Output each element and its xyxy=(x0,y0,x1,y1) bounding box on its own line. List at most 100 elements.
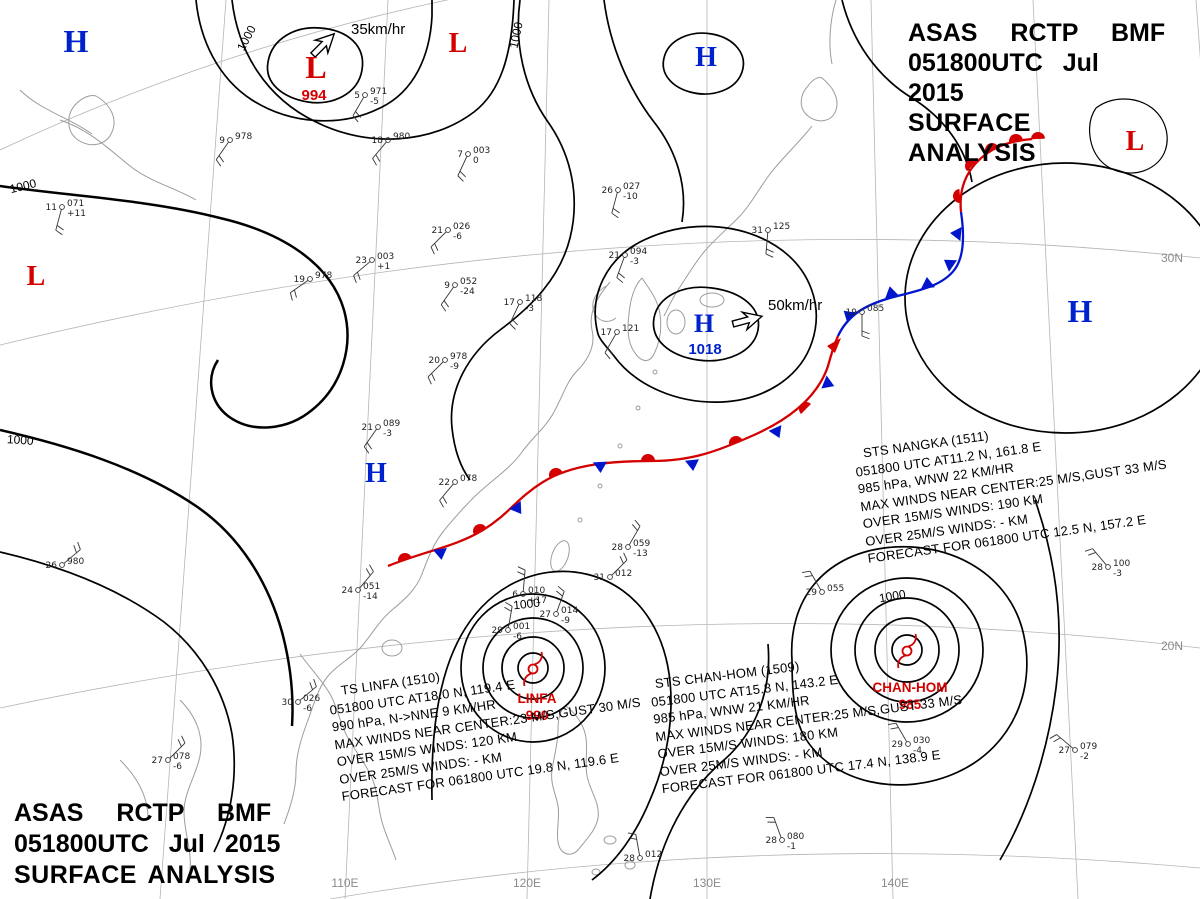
svg-text:28: 28 xyxy=(624,854,636,864)
stationary-front-line xyxy=(387,335,840,568)
svg-text:-24: -24 xyxy=(460,287,475,297)
station-plot: 17 118-3 xyxy=(504,294,542,330)
station-plot: 5 971-5 xyxy=(352,87,387,123)
svg-text:-5: -5 xyxy=(370,97,379,107)
station-plot: 29 055 xyxy=(802,570,844,598)
station-plot: 29 030-4 xyxy=(888,722,930,756)
isobar-value-label: 1000 xyxy=(6,432,34,448)
graticule-label: 20N xyxy=(1161,639,1183,653)
low-pressure-symbol: L xyxy=(1126,126,1145,157)
svg-text:27: 27 xyxy=(152,756,163,766)
cold-front-line xyxy=(836,211,965,337)
station-plot: 21 094-3 xyxy=(609,247,647,284)
svg-text:-4: -4 xyxy=(913,746,922,756)
product-datetime: 051800UTC Jul 2015 xyxy=(908,49,1099,107)
svg-text:29: 29 xyxy=(892,740,904,750)
svg-text:29: 29 xyxy=(492,626,504,636)
svg-text:010: 010 xyxy=(528,586,545,596)
high-pressure-symbol: H xyxy=(695,42,717,73)
svg-text:003: 003 xyxy=(377,252,394,262)
low-pressure-symbol: L xyxy=(449,28,468,59)
svg-text:012: 012 xyxy=(615,569,632,579)
graticule-label: 110E xyxy=(331,876,358,890)
svg-text:23: 23 xyxy=(356,256,367,266)
graticule-label: 120E xyxy=(513,876,541,890)
svg-text:100: 100 xyxy=(1113,559,1130,569)
product-code: ASAS RCTP BMF xyxy=(908,19,1166,47)
svg-text:-6: -6 xyxy=(513,632,522,642)
svg-text:20: 20 xyxy=(429,356,441,366)
svg-text:26: 26 xyxy=(46,561,58,571)
svg-text:001: 001 xyxy=(513,622,530,632)
station-plot: 26 980 xyxy=(46,541,84,571)
svg-text:31: 31 xyxy=(594,573,605,583)
svg-text:-2: -2 xyxy=(1080,752,1089,762)
svg-text:9: 9 xyxy=(444,281,450,291)
front-speed-annotation: 35km/hr xyxy=(351,21,405,38)
svg-text:-14: -14 xyxy=(363,592,378,602)
svg-text:085: 085 xyxy=(867,304,884,314)
pressure-centers: H H H 1018 H H L 994 L L L xyxy=(27,23,1145,489)
svg-text:-3: -3 xyxy=(525,304,534,314)
station-plot: 31 012 xyxy=(594,552,632,583)
svg-text:121: 121 xyxy=(622,324,639,334)
svg-text:24: 24 xyxy=(342,586,354,596)
wind-arrows xyxy=(309,32,764,332)
storm-pressure-label: 990 xyxy=(526,708,549,723)
title-block-bottom-left: ASAS RCTP BMF 051800UTC Jul 2015 SURFACE… xyxy=(14,798,296,891)
station-plot: 19 978 xyxy=(289,271,332,301)
svg-text:-3: -3 xyxy=(630,257,639,267)
front-motion-arrowhead xyxy=(827,338,841,353)
svg-text:080: 080 xyxy=(787,832,804,842)
graticule-label: 30N xyxy=(1161,251,1183,265)
svg-text:26: 26 xyxy=(602,186,614,196)
storm-name-label: LINFA xyxy=(518,691,557,706)
svg-text:125: 125 xyxy=(773,222,790,232)
station-plot: 21 026-6 xyxy=(430,222,470,255)
svg-text:11: 11 xyxy=(46,203,57,213)
low-pressure-symbol: L xyxy=(27,261,46,292)
isobar-value-label: 1000 xyxy=(8,176,38,196)
low-pressure-symbol: L xyxy=(305,49,326,85)
isobar-value-label: 1000 xyxy=(506,20,525,49)
isobar-value-label: 1000 xyxy=(878,587,907,605)
station-plot: 9 978 xyxy=(215,132,252,167)
svg-text:-6: -6 xyxy=(303,704,312,714)
station-plot: 28 012 xyxy=(624,832,662,864)
svg-text:027: 027 xyxy=(623,182,640,192)
svg-text:055: 055 xyxy=(827,584,844,594)
svg-text:978: 978 xyxy=(315,271,332,281)
svg-text:079: 079 xyxy=(1080,742,1097,752)
station-plot: 27 014-9 xyxy=(540,585,578,626)
svg-text:21: 21 xyxy=(609,251,620,261)
station-plot: 31 125 xyxy=(752,222,790,258)
svg-text:7: 7 xyxy=(457,150,463,160)
high-pressure-symbol: H xyxy=(365,458,387,489)
station-plot: 24 051-14 xyxy=(342,564,380,602)
svg-text:17: 17 xyxy=(601,328,612,338)
svg-text:089: 089 xyxy=(383,419,400,429)
svg-text:-6: -6 xyxy=(453,232,462,242)
svg-text:-9: -9 xyxy=(561,616,570,626)
svg-text:29: 29 xyxy=(806,588,818,598)
svg-text:22: 22 xyxy=(439,478,450,488)
svg-text:21: 21 xyxy=(362,423,373,433)
svg-text:6: 6 xyxy=(512,590,518,600)
cyclone-symbols xyxy=(523,633,917,687)
front-speed-annotation: 50km/hr xyxy=(768,297,822,314)
svg-text:-6: -6 xyxy=(173,762,182,772)
svg-text:30: 30 xyxy=(282,698,294,708)
product-datetime: 051800UTC Jul 2015 xyxy=(14,830,281,858)
station-plot: 22 078 xyxy=(439,474,477,508)
svg-text:0: 0 xyxy=(473,156,479,166)
isobar-value-label: 1000 xyxy=(513,596,541,613)
svg-text:059: 059 xyxy=(633,539,650,549)
svg-text:071: 071 xyxy=(67,199,84,209)
station-plot: 26 027-10 xyxy=(602,182,640,219)
speed-annotations: 35km/hr 50km/hr xyxy=(351,21,822,314)
svg-text:026: 026 xyxy=(303,694,320,704)
svg-text:980: 980 xyxy=(393,132,410,142)
